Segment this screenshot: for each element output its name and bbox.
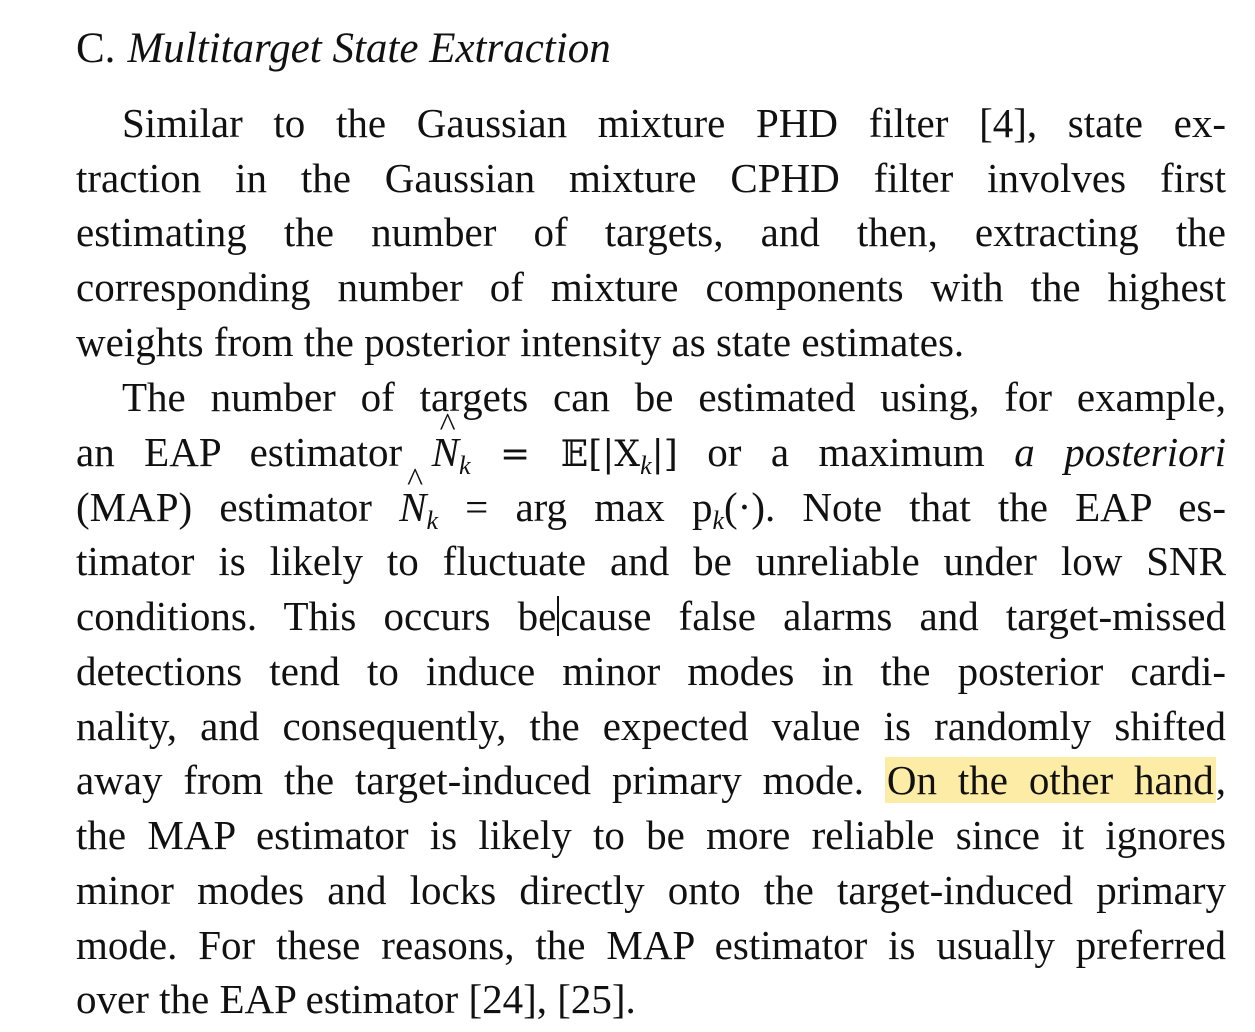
hat-accent: ^ <box>407 462 424 499</box>
math-n-hat: ^ Nk <box>399 462 438 548</box>
section-number: C. <box>76 25 116 72</box>
text-span: an EAP estimator <box>76 429 403 475</box>
text-span: cause false alarms and target-missed <box>560 593 1226 639</box>
highlighted-text[interactable]: On the other hand <box>884 757 1216 803</box>
paragraph-1-line-4: corresponding number of mixture componen… <box>76 264 1226 310</box>
paragraph-1-line-3: estimating the number of targets, and th… <box>76 209 1226 255</box>
paragraph-2-line-9: the MAP estimator is likely to be more r… <box>76 812 1226 858</box>
math-expectation-end: |] <box>651 434 678 475</box>
paragraph-2-line-8: away from the target-induced primary mod… <box>76 753 1226 807</box>
paragraph-1-line-5: weights from the posterior intensity as … <box>76 319 965 365</box>
paragraph-2-line-4: timator is likely to fluctuate and be un… <box>76 538 1226 584</box>
math-subscript: k <box>640 451 652 480</box>
math-subscript: k <box>426 506 438 535</box>
math-expectation: = 𝔼[|X <box>499 434 641 475</box>
paragraph-1-line-2: traction in the Gaussian mixture CPHD fi… <box>76 155 1226 201</box>
text-span: , <box>1215 757 1226 803</box>
paragraph-2-line-11: mode. For these reasons, the MAP estimat… <box>76 922 1226 968</box>
section-title: Multitarget State Extraction <box>127 25 611 72</box>
math-subscript: k <box>712 506 725 535</box>
italic-text: a posteriori <box>1014 429 1227 475</box>
paragraph-2-line-6: detections tend to induce minor modes in… <box>76 648 1226 694</box>
paragraph-2-line-12: over the EAP estimator [24], [25]. <box>76 976 636 1022</box>
text-span: (MAP) estimator <box>76 484 372 530</box>
paragraph-2-line-10: minor modes and locks directly onto the … <box>76 867 1226 913</box>
paragraph-2-line-3: (MAP) estimator ^ Nk = arg max pk(·). Not… <box>76 462 1227 535</box>
paragraph-2-line-1: The number of targets can be estimated u… <box>122 374 1226 420</box>
math-subscript: k <box>458 451 471 480</box>
math-argmax: = arg max p <box>465 484 713 530</box>
section-heading: C. Multitarget State Extraction <box>76 24 611 74</box>
math-symbol: N <box>399 484 427 530</box>
text-span: conditions. This occurs be <box>76 593 557 639</box>
paragraph-1-line-1: Similar to the Gaussian mixture PHD filt… <box>122 100 1226 146</box>
math-n-hat: ^ Nk <box>431 407 471 493</box>
text-span: away from the target-induced primary mod… <box>76 757 864 803</box>
paragraph-2-line-7: nality, and consequently, the expected v… <box>76 703 1226 749</box>
paragraph-2-line-2: an EAP estimator ^ Nk = 𝔼[|Xk|] or a maxi… <box>76 407 1227 480</box>
paragraph-2-line-5: conditions. This occurs because false al… <box>76 589 1226 643</box>
text-span: (·). Note that the EAP es- <box>724 484 1227 530</box>
text-span: or a maximum <box>707 429 985 475</box>
math-symbol: N <box>431 429 459 475</box>
text-cursor <box>557 596 560 636</box>
hat-accent: ^ <box>439 407 456 444</box>
